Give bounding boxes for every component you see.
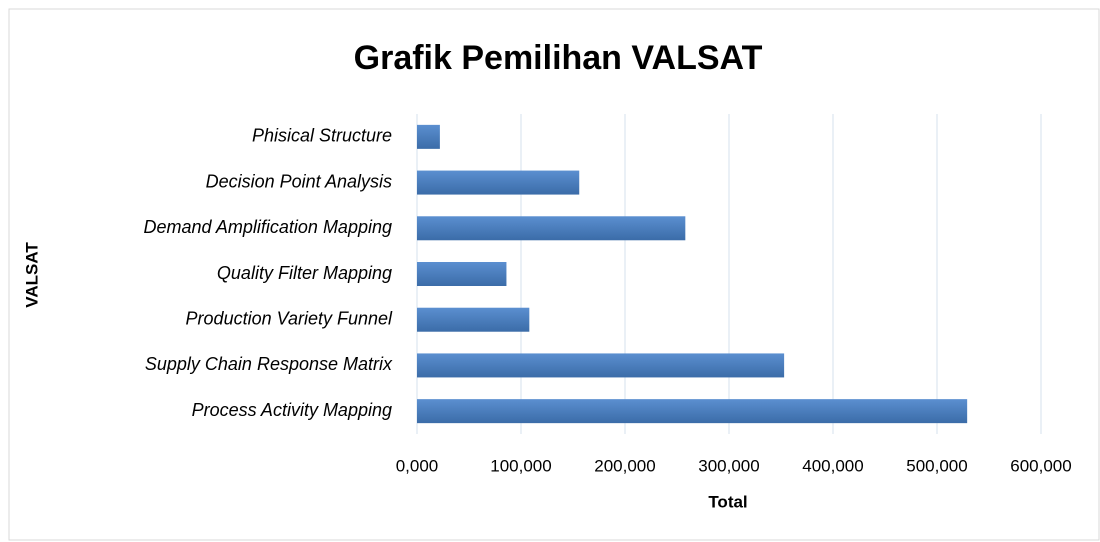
chart-title: Grafik Pemilihan VALSAT — [354, 39, 763, 77]
x-tick-label: 600,000 — [1010, 456, 1071, 475]
y-tick-label: Decision Point Analysis — [206, 171, 392, 191]
y-axis-label: VALSAT — [22, 242, 41, 308]
y-tick-label: Quality Filter Mapping — [217, 263, 392, 283]
x-tick-label: 200,000 — [594, 456, 655, 475]
x-tick-label: 400,000 — [802, 456, 863, 475]
bar — [417, 307, 530, 332]
x-tick-label: 500,000 — [906, 456, 967, 475]
bar — [417, 262, 507, 286]
y-tick-label: Phisical Structure — [252, 126, 392, 146]
bar — [417, 399, 968, 424]
y-tick-label: Production Variety Funnel — [186, 308, 393, 328]
bar — [417, 353, 785, 378]
y-tick-label: Demand Amplification Mapping — [144, 217, 392, 237]
x-tick-label: 300,000 — [698, 456, 759, 475]
bar — [417, 124, 440, 149]
bar — [417, 216, 686, 241]
x-tick-label: 100,000 — [490, 456, 551, 475]
x-axis-label: Total — [708, 492, 747, 511]
bar — [417, 170, 580, 195]
x-tick-label: 0,000 — [396, 456, 439, 475]
chart-frame — [8, 8, 1100, 541]
y-tick-label: Supply Chain Response Matrix — [145, 354, 393, 374]
y-tick-label: Process Activity Mapping — [192, 400, 392, 420]
